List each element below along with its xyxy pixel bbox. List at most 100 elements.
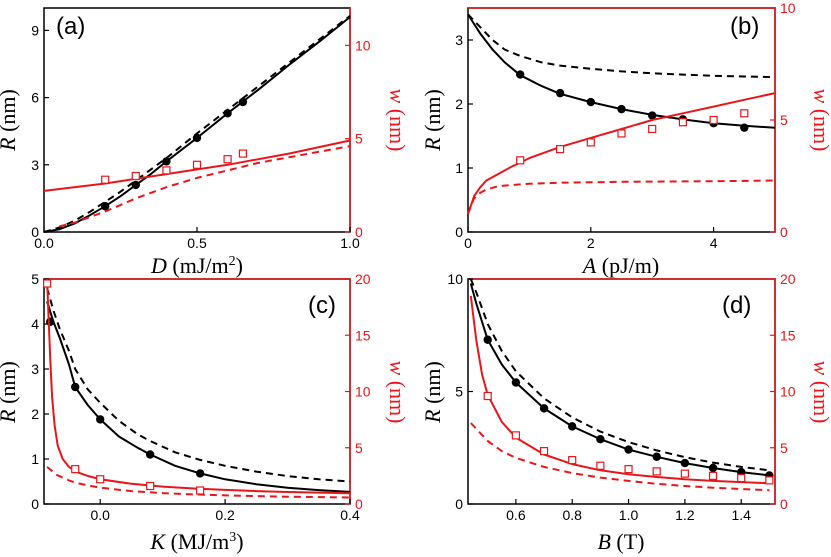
panel-d-w-markers-point (539, 447, 549, 456)
panel-b-ytick-right-label: 5 (780, 112, 788, 128)
panel-d-r-solid-line (469, 283, 770, 477)
panel-b-w-markers-point (586, 138, 595, 147)
panel-b-ytick-right-label: 10 (780, 0, 796, 16)
panel-a-frame (43, 7, 351, 233)
panel-a-ytick-left-label: 0 (31, 224, 39, 240)
panel-a-w-markers-point (131, 171, 140, 181)
panel-a-ylabel-left-var: R (0, 137, 20, 152)
panel-d-w-markers-point (596, 461, 605, 470)
panel-b-label: (b) (730, 13, 759, 40)
panel-b-w-markers-point (648, 124, 657, 134)
panel-d-xlabel-unit: (T) (611, 529, 645, 554)
panel-a-w-markers-point (238, 149, 247, 158)
panel-c-r-solid-line (46, 301, 351, 493)
panel-d-ytick-left-label: 10 (447, 271, 463, 287)
panel-c-ylabel-right: w (nm) (385, 361, 410, 424)
panel-b-ytick-left-label: 0 (455, 224, 463, 240)
panel-c-ytick-right-label: 15 (355, 327, 371, 343)
panel-a-ylabel-right-var: w (385, 89, 410, 104)
panel-b-ytick-left-label: 3 (455, 32, 463, 48)
panel-a-ylabel-right: w (nm) (385, 89, 410, 152)
panel-c-xlabel-close: ) (236, 529, 243, 554)
panel-b-w-markers-point (740, 109, 749, 118)
panel-b-ylabel-right-var: w (809, 89, 831, 104)
panel-b-xtick-label: 0 (464, 235, 472, 251)
panel-d-ytick-left-label: 5 (455, 384, 463, 400)
panel-b-r-markers-point (740, 123, 749, 132)
panel-c-r-markers-point (145, 450, 155, 459)
panel-d-r-markers-point (708, 463, 718, 473)
panel-a-w-markers-point (101, 175, 110, 184)
panel-c-w-markers-point (146, 481, 155, 491)
panel-a-r-markers-point (238, 97, 248, 107)
panel-a-ytick-left-label: 6 (31, 90, 39, 106)
panel-c-ytick-left-label: 2 (31, 406, 39, 422)
panel-c-ytick-right-label: 10 (355, 384, 371, 400)
panel-a-r-dashed-line (43, 15, 351, 233)
panel-a-r-markers-point (192, 133, 202, 143)
panel-a-w-markers-point (162, 166, 171, 175)
panel-c-w-dashed-line (46, 466, 351, 499)
panel-a-xtick-label: 0.0 (34, 235, 54, 251)
panel-d-w-markers-point (737, 474, 746, 483)
panel-c-ytick-left-label: 0 (31, 496, 39, 512)
panel-d-ytick-right-label: 0 (780, 496, 788, 512)
panel-c-r-markers-point (71, 382, 80, 392)
panel-b-w-markers-point (555, 145, 565, 154)
panel-b-ylabel-right: w (nm) (809, 89, 831, 152)
panel-b-w-markers-point (617, 129, 626, 138)
panel-c-w-markers-point (71, 465, 80, 474)
panel-a-label: (a) (56, 13, 85, 40)
panel-b-ylabel-right-unit: (nm) (809, 103, 831, 151)
panel-d-ylabel-right-unit: (nm) (809, 375, 831, 423)
panel-b-xtick-label: 2 (587, 235, 595, 251)
panel-c-xtick-label: 0.2 (215, 507, 235, 523)
panel-d-xtick-label: 1.0 (619, 507, 639, 523)
panel-c-ylabel-left-var: R (0, 409, 20, 424)
panel-d-r-markers-point (568, 422, 577, 431)
panel-b-ylabel-left: R (nm) (420, 89, 445, 152)
panel-d-label: (d) (722, 292, 751, 319)
panel-a-ytick-left-label: 3 (31, 157, 39, 173)
panel-a-xtick-label: 1.0 (340, 235, 360, 251)
panel-a-w-markers-point (192, 160, 202, 169)
panel-a-r-markers-point (223, 109, 232, 118)
panel-b-plot: 0 2 4 0 1 2 3 0 5 10 (455, 0, 796, 251)
panel-c-xlabel-var: K (149, 529, 166, 554)
panel-d-w-markers-point (680, 469, 689, 478)
panel-b-xtick-label: 4 (710, 235, 718, 251)
panel-d-r-markers-point (596, 435, 605, 444)
panel-d-w-dashed-line (470, 422, 770, 492)
panel-c-ytick-right-label: 5 (355, 440, 363, 456)
panel-d-w-markers-point (624, 465, 633, 474)
panel-c-label: (c) (308, 292, 336, 319)
panel-c-r-markers-point (96, 415, 105, 424)
panel-d-xtick-label: 0.8 (562, 507, 582, 523)
panel-d-w-markers-point (708, 471, 718, 480)
panel-d-plot: 0.6 0.8 1.0 1.2 1.4 0 5 10 0 5 10 15 20 (447, 271, 795, 523)
panel-c-ytick-left-label: 4 (31, 316, 39, 332)
panel-b-ytick-left-label: 1 (455, 160, 463, 176)
panel-a-xlabel-unit: (mJ/m (167, 253, 229, 278)
panel-d-xlabel-var: B (597, 529, 610, 554)
panel-a-xlabel: D (mJ/m2) (150, 253, 243, 278)
panel-d-ytick-right-label: 20 (780, 271, 796, 287)
panel-d-xtick-label: 0.6 (506, 507, 526, 523)
panel-a-ylabel-left-unit: (nm) (0, 89, 20, 137)
panel-a-w-markers-point (223, 155, 232, 164)
panel-d-ytick-right-label: 5 (780, 440, 788, 456)
panel-b-r-markers-point (515, 70, 525, 79)
panel-a-xtick-label: 0.5 (187, 235, 207, 251)
panel-d-w-solid-line (469, 295, 770, 485)
panel-b-xlabel: A (pJ/m) (581, 253, 659, 278)
panel-c-ylabel-left-unit: (nm) (0, 361, 20, 409)
panel-d-w-markers-point (483, 391, 492, 401)
panel-d-w-markers-point (511, 431, 520, 440)
panel-b: 0 2 4 0 1 2 3 0 5 10 (b) A (pJ/m) R (nm) w (nm) (420, 0, 831, 278)
panel-b-r-markers-point (555, 88, 565, 98)
panel-d-ylabel-left-var: R (420, 409, 445, 424)
